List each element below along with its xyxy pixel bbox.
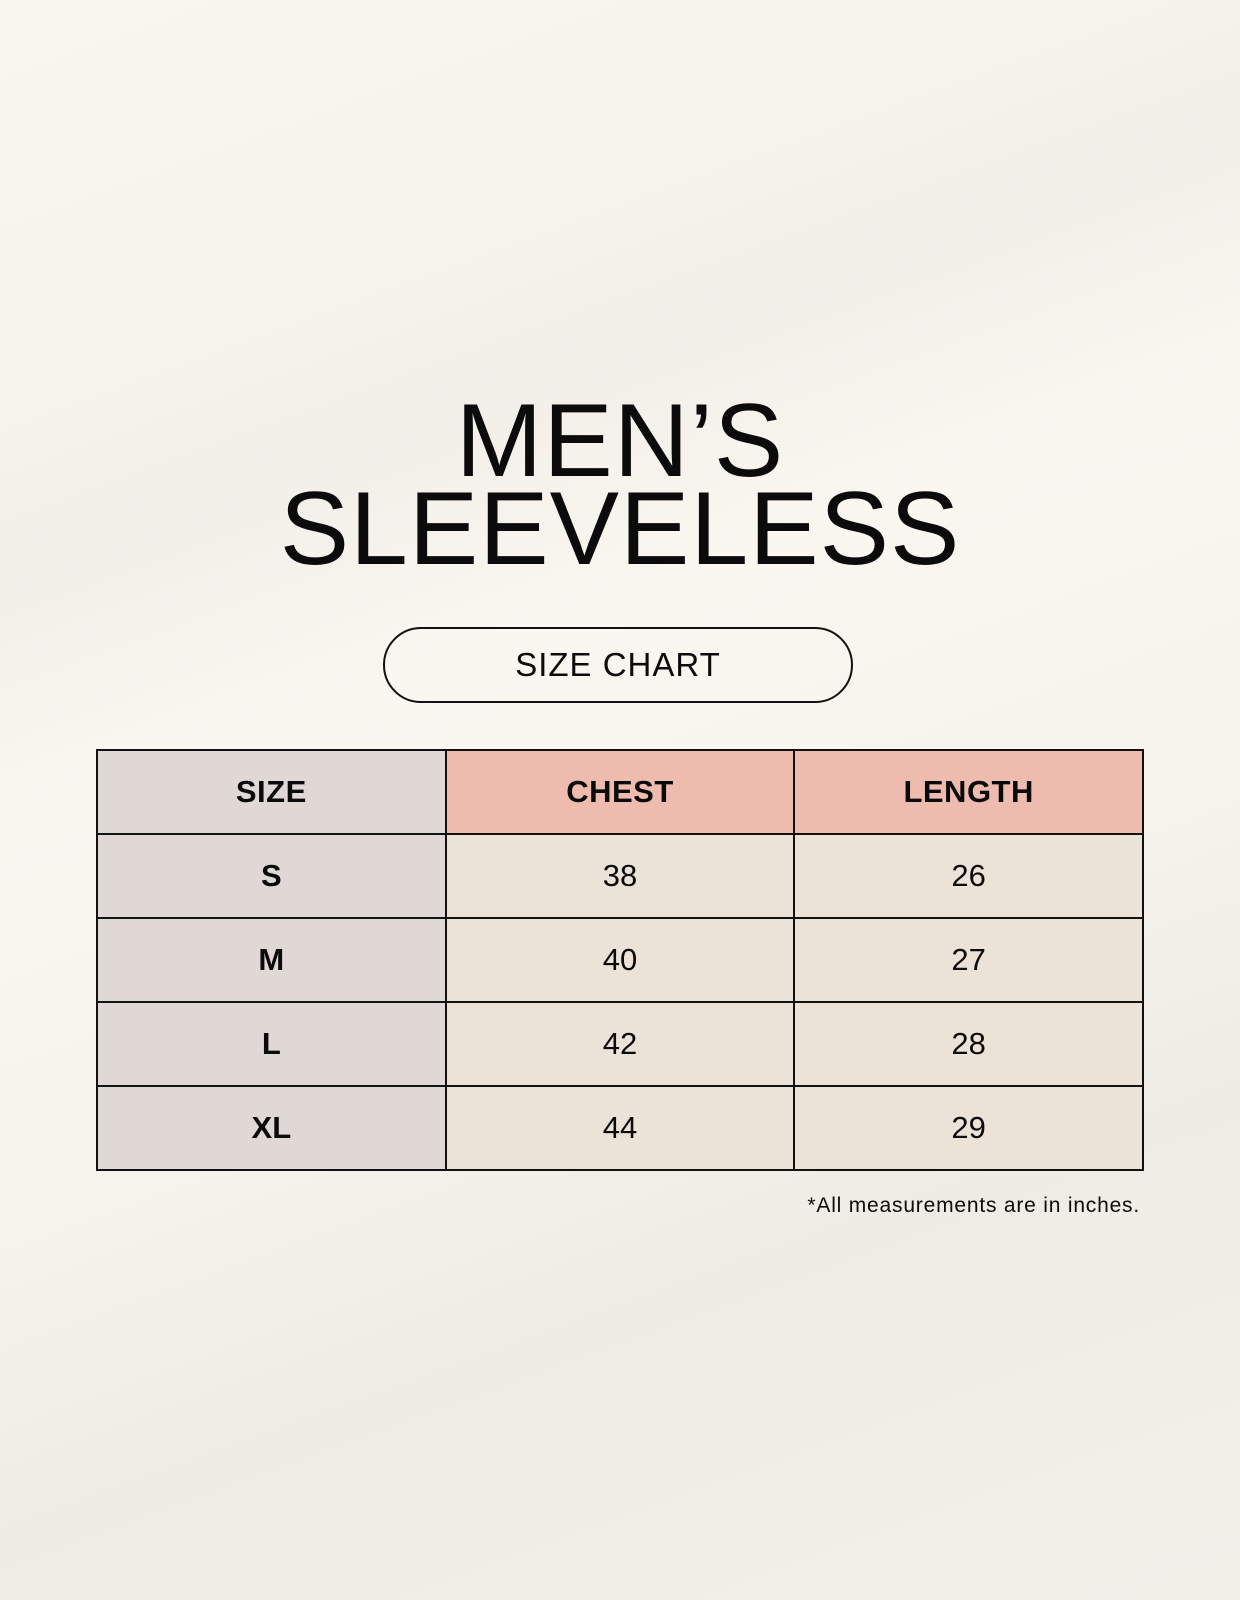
header-size: SIZE [96, 749, 447, 835]
chest-cell: 40 [444, 917, 796, 1003]
length-cell: 27 [793, 917, 1144, 1003]
footnote: *All measurements are in inches. [807, 1194, 1140, 1217]
chest-cell: 38 [444, 833, 796, 919]
header-length: LENGTH [793, 749, 1144, 835]
header-chest: CHEST [444, 749, 796, 835]
table-header-row: SIZE CHEST LENGTH [96, 749, 1144, 835]
size-table: SIZE CHEST LENGTH S 38 26 M 40 27 L 42 2… [96, 749, 1144, 1171]
size-cell: S [96, 833, 447, 919]
length-cell: 29 [793, 1085, 1144, 1171]
title-line-1: MEN’S [455, 383, 785, 499]
chest-cell: 44 [444, 1085, 796, 1171]
table-row: L 42 28 [96, 1001, 1144, 1087]
length-cell: 28 [793, 1001, 1144, 1087]
table-row: S 38 26 [96, 833, 1144, 919]
size-cell: XL [96, 1085, 447, 1171]
title-line-2: SLEEVELESS [279, 471, 961, 587]
table-row: XL 44 29 [96, 1085, 1144, 1171]
size-cell: L [96, 1001, 447, 1087]
size-chart-text: SIZE CHART [515, 646, 721, 683]
table-row: M 40 27 [96, 917, 1144, 1003]
size-chart-label: SIZE CHART [383, 627, 853, 703]
length-cell: 26 [793, 833, 1144, 919]
size-cell: M [96, 917, 447, 1003]
chest-cell: 42 [444, 1001, 796, 1087]
